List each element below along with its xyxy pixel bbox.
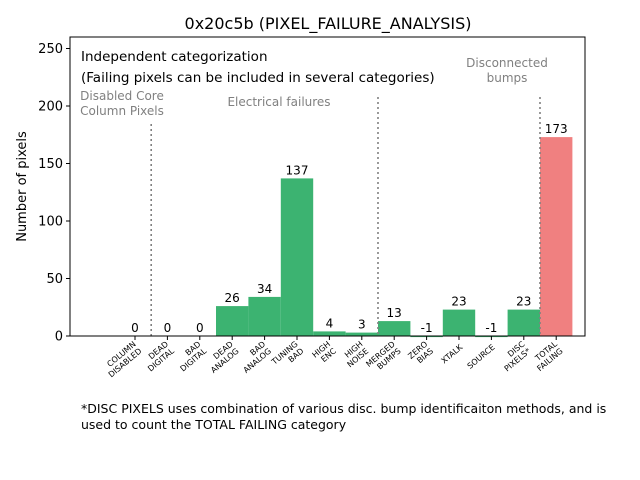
x-tick-label-10: XTALK [440, 342, 465, 365]
bars-group [216, 137, 573, 338]
annotation-disconnected-line2: bumps [487, 71, 528, 85]
bar-4 [248, 296, 281, 336]
x-tick-label-13: TOTALFAILING [530, 339, 565, 373]
value-label-12: 23 [516, 295, 531, 309]
value-label-7: 3 [358, 318, 366, 332]
footnote: *DISC PIXELS uses combination of various… [81, 401, 621, 433]
value-label-6: 4 [326, 316, 334, 330]
footnote-line1: *DISC PIXELS uses combination of various… [81, 401, 607, 416]
bar-7 [345, 332, 378, 336]
annotation-subheading: (Failing pixels can be included in sever… [81, 70, 435, 86]
value-label-8: 13 [387, 306, 402, 320]
value-label-9: -1 [421, 321, 433, 335]
y-tick-label-2: 100 [38, 215, 63, 230]
x-tick-label-6: HIGHENC [311, 339, 339, 366]
x-tick-label-9: ZEROBIAS [406, 340, 435, 368]
y-axis-label: Number of pixels [15, 131, 30, 242]
bar-13 [540, 137, 573, 336]
x-tick-label-11: SOURCE [466, 343, 497, 371]
bar-10 [442, 309, 476, 336]
y-tick-label-3: 150 [38, 157, 63, 172]
x-tick-label-1: DEADDIGITAL [140, 339, 176, 373]
annotation-disabled-core-line1: Disabled Core [80, 89, 164, 103]
annotation-disabled-core-line2: Column Pixels [80, 104, 164, 118]
x-axis: COLUMNDISABLED DEADDIGITAL BADDIGITAL DEADA… [101, 336, 565, 380]
y-tick-label-5: 250 [38, 42, 63, 57]
bar-12 [507, 309, 540, 336]
plot-frame [69, 36, 586, 337]
x-tick-label-8: MERGEDBUMPS [364, 340, 402, 376]
y-tick-label-4: 200 [38, 100, 63, 115]
bar-3 [216, 306, 249, 336]
bar-6 [313, 331, 346, 336]
y-tick-label-0: 0 [55, 330, 63, 345]
value-label-3: 26 [225, 291, 240, 305]
x-tick-label-3: DEADANALOG [203, 340, 240, 375]
bar-8 [378, 321, 411, 336]
value-label-13: 173 [545, 122, 568, 136]
value-label-4: 34 [257, 282, 272, 296]
value-label-5: 137 [286, 163, 309, 177]
bar-5 [280, 178, 314, 336]
y-tick-label-1: 50 [46, 272, 63, 287]
annotation-disconnected-line1: Disconnected [466, 56, 548, 70]
x-tick-label-4: BADANALOG [236, 340, 273, 375]
x-tick-label-12: DISCPIXELS* [497, 339, 533, 373]
value-label-1: 0 [164, 321, 172, 335]
value-label-10: 23 [451, 295, 466, 309]
value-label-11: -1 [485, 321, 497, 335]
annotation-electrical: Electrical failures [227, 95, 330, 109]
annotation-heading: Independent categorization [81, 49, 268, 65]
value-labels-group: 0 0 0 26 34 137 4 3 13 -1 23 -1 23 173 [131, 122, 567, 335]
bar-chart: 0x20c5b (PIXEL_FAILURE_ANALYSIS) 0 0 02634… [15, 14, 586, 380]
x-tick-label-0: COLUMNDISABLED [101, 340, 144, 380]
y-axis: 0 50 100 150 200 250 [38, 42, 70, 345]
chart-title: 0x20c5b (PIXEL_FAILURE_ANALYSIS) [185, 14, 472, 34]
value-label-2: 0 [196, 321, 204, 335]
separators-group [150, 97, 541, 336]
x-tick-label-2: BADDIGITAL [173, 339, 209, 373]
footnote-line2: used to count the TOTAL FAILING category [81, 417, 347, 432]
x-tick-label-5: TUNINGBAD [269, 340, 305, 375]
value-label-0: 0 [131, 321, 139, 335]
